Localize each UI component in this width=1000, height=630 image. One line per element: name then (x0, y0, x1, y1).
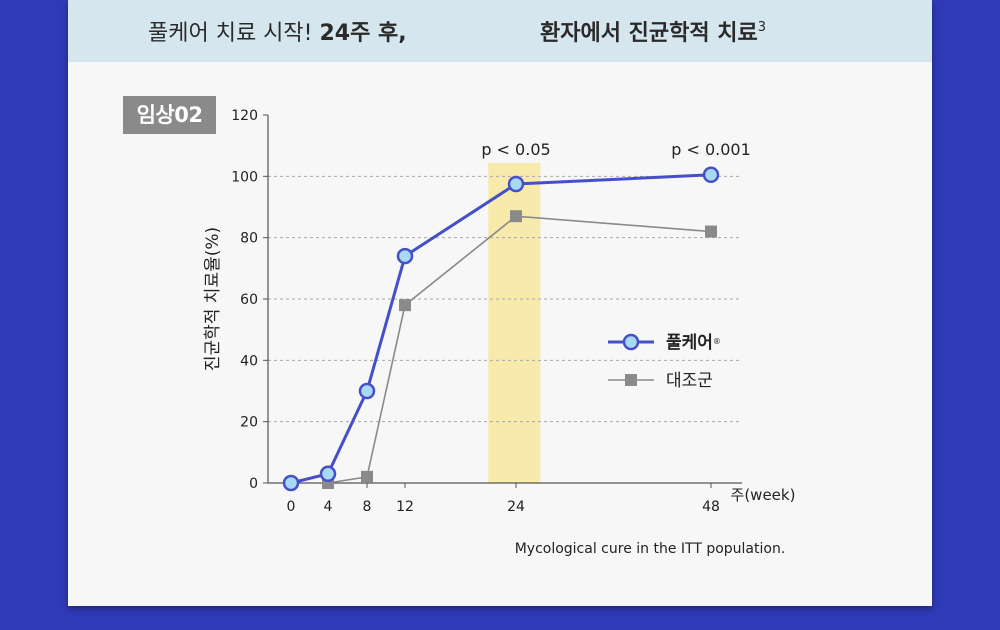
data-point (702, 166, 720, 184)
chart-footnote: Mycological cure in the ITT population. (515, 541, 786, 557)
data-point (282, 474, 300, 492)
y-tick-label: 100 (231, 169, 258, 185)
data-point (507, 175, 525, 193)
banner-superscript: 3 (757, 20, 767, 35)
x-tick-label: 4 (324, 499, 333, 515)
clinical-badge: 임상02 (123, 96, 216, 134)
data-point (361, 470, 373, 483)
legend-label-1: 대조군 (666, 371, 713, 391)
banner-right-bold: 환자에서 진균학적 치료 (540, 21, 758, 46)
data-point (399, 299, 411, 312)
header-banner: 풀케어 치료 시작! 24주 후, 환자에서 진균학적 치료3 (68, 0, 932, 62)
legend-marker-1 (625, 374, 637, 386)
x-tick-label: 8 (363, 499, 372, 515)
banner-right-text: 환자에서 진균학적 치료3 (540, 15, 766, 47)
data-point (319, 465, 337, 483)
x-tick-label: 0 (287, 499, 296, 515)
legend-registered-mark: ® (713, 337, 721, 346)
y-tick-label: 80 (240, 231, 258, 247)
legend-label-0: 풀케어® (666, 333, 721, 353)
x-tick-label: 24 (507, 499, 525, 515)
y-tick-label: 60 (240, 292, 258, 308)
y-tick-label: 20 (240, 415, 258, 431)
legend-marker-0 (622, 333, 640, 351)
banner-left-prefix: 풀케어 치료 시작! (148, 21, 320, 46)
data-point (510, 210, 522, 223)
x-axis-label: 주(week) (731, 486, 796, 504)
data-point (396, 247, 414, 265)
x-tick-label: 12 (396, 499, 414, 515)
p-value-annotation-0: p < 0.05 (481, 140, 550, 159)
p-value-annotation-1: p < 0.001 (671, 140, 751, 159)
banner-left-bold: 24주 후, (319, 21, 407, 46)
data-point (358, 382, 376, 400)
content-card: 풀케어 치료 시작! 24주 후, 환자에서 진균학적 치료3 임상02 (68, 0, 932, 606)
y-axis-label: 진균학적 치료율(%) (203, 227, 223, 371)
banner-left-text: 풀케어 치료 시작! 24주 후, (148, 15, 407, 47)
x-tick-label: 48 (702, 499, 720, 515)
data-point (705, 225, 717, 238)
y-tick-label: 0 (249, 476, 258, 492)
y-tick-label: 120 (231, 108, 258, 124)
y-tick-label: 40 (240, 353, 258, 369)
